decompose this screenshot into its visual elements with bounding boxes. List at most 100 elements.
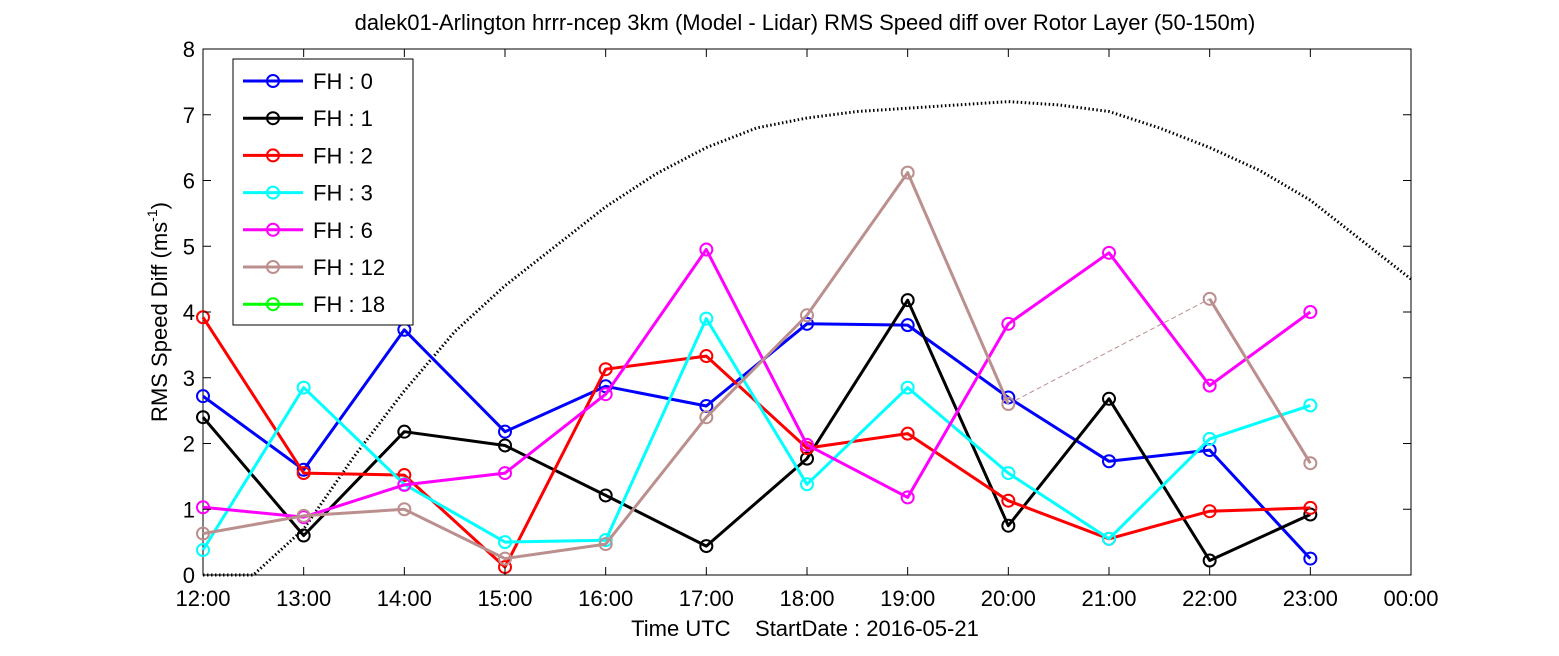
- series-line: [202, 248, 1312, 519]
- series-layer: [196, 165, 1318, 575]
- y-tick-label: 4: [183, 300, 195, 325]
- x-tick-label: 14:00: [377, 586, 432, 611]
- data-point: [1303, 551, 1318, 566]
- data-point: [900, 426, 915, 441]
- legend-label: FH : 0: [313, 69, 373, 94]
- data-point: [900, 380, 915, 395]
- legend-entry: FH : 1: [243, 106, 373, 131]
- legend-entry: FH : 3: [243, 181, 373, 206]
- data-point: [699, 539, 714, 554]
- series-fh-12: [196, 165, 1318, 566]
- data-point: [1202, 504, 1217, 519]
- legend-entry: FH : 2: [243, 143, 373, 168]
- legend-label: FH : 2: [313, 143, 373, 168]
- x-tick-label: 15:00: [477, 586, 532, 611]
- y-tick-label: 6: [183, 169, 195, 194]
- data-point: [1202, 378, 1217, 393]
- legend-swatch-marker: [266, 222, 280, 237]
- data-point: [1303, 456, 1318, 471]
- legend-swatch-marker: [266, 111, 280, 126]
- legend: FH : 0 FH : 1 FH : 2 FH : 3 FH : 6 FH : 12 FH …: [232, 58, 414, 326]
- y-axis-label: RMS Speed Diff (ms-1): [144, 202, 172, 422]
- data-point: [800, 308, 814, 323]
- data-point: [900, 293, 915, 308]
- series-line: [201, 317, 1311, 551]
- y-tick-label: 2: [183, 432, 195, 457]
- series-line: [1208, 298, 1312, 464]
- data-point: [296, 380, 311, 395]
- data-point: [598, 488, 613, 503]
- y-tick-label: 3: [183, 366, 195, 391]
- legend-entry: FH : 6: [243, 218, 373, 243]
- x-tick-label: 19:00: [880, 586, 935, 611]
- x-tick-label: 12:00: [175, 586, 230, 611]
- data-point: [1303, 507, 1318, 522]
- data-point: [498, 535, 512, 550]
- data-point: [1303, 500, 1318, 515]
- data-point: [196, 410, 210, 425]
- y-tick-label: 0: [183, 563, 195, 588]
- data-point: [699, 242, 714, 257]
- data-point: [1102, 245, 1116, 260]
- data-point: [397, 477, 412, 492]
- data-point: [1001, 518, 1016, 533]
- y-tick-label: 8: [183, 37, 195, 62]
- data-point: [598, 387, 613, 402]
- gap-line: [1008, 298, 1210, 405]
- data-point: [498, 424, 512, 439]
- data-point: [598, 533, 613, 548]
- data-point: [1303, 305, 1318, 319]
- x-tick-label: 17:00: [679, 586, 734, 611]
- x-tick-label: 16:00: [578, 586, 633, 611]
- data-point: [1202, 553, 1217, 568]
- x-tick-label: 13:00: [276, 586, 331, 611]
- data-point: [1001, 466, 1016, 481]
- data-point: [900, 490, 915, 505]
- series-fh-6: [196, 242, 1318, 525]
- data-point: [196, 526, 210, 541]
- x-tick-label: 18:00: [779, 586, 834, 611]
- legend-swatch-marker: [266, 148, 280, 163]
- data-point: [397, 502, 412, 517]
- legend-swatch-marker: [266, 297, 280, 312]
- data-point: [1202, 431, 1217, 446]
- data-point: [1001, 397, 1016, 412]
- data-point: [1102, 454, 1116, 469]
- data-point: [196, 389, 210, 404]
- data-point: [900, 318, 915, 333]
- legend-entry: FH : 12: [243, 255, 385, 280]
- legend-swatch-marker: [266, 260, 280, 274]
- legend-entry: FH : 0: [243, 69, 373, 94]
- data-point: [900, 165, 915, 180]
- data-point: [1001, 493, 1016, 508]
- y-tick-labels: 0 1 2 3 4 5 6 7 8: [183, 37, 195, 588]
- data-point: [1102, 391, 1116, 406]
- data-point: [498, 466, 512, 481]
- y-axis-label-superscript: -1: [144, 209, 160, 222]
- data-point: [296, 466, 311, 481]
- legend-label: FH : 18: [313, 292, 385, 317]
- legend-label: FH : 3: [313, 181, 373, 206]
- data-point: [800, 451, 814, 466]
- data-point: [296, 508, 311, 523]
- data-point: [699, 410, 714, 425]
- x-tick-labels: 12:00 13:00 14:00 15:00 16:00 17:00 18:00 19:00…: [175, 586, 1438, 611]
- y-axis-label-close: ): [147, 202, 172, 209]
- data-point: [1001, 316, 1016, 331]
- data-point: [196, 543, 210, 558]
- x-axis-label: Time UTC StartDate : 2016-05-21: [631, 616, 979, 641]
- data-point: [196, 500, 210, 515]
- data-point: [800, 477, 814, 492]
- x-tick-label: 20:00: [981, 586, 1036, 611]
- data-point: [800, 316, 814, 331]
- data-point: [1202, 291, 1217, 306]
- y-tick-label: 1: [183, 497, 195, 522]
- legend-swatch-marker: [266, 185, 280, 200]
- data-point: [296, 528, 311, 543]
- series-fh-1: [196, 293, 1318, 568]
- data-point: [800, 437, 814, 452]
- legend-label: FH : 12: [313, 255, 385, 280]
- chart-title: dalek01-Arlington hrrr-ncep 3km (Model -…: [355, 10, 1256, 35]
- x-tick-label: 21:00: [1081, 586, 1136, 611]
